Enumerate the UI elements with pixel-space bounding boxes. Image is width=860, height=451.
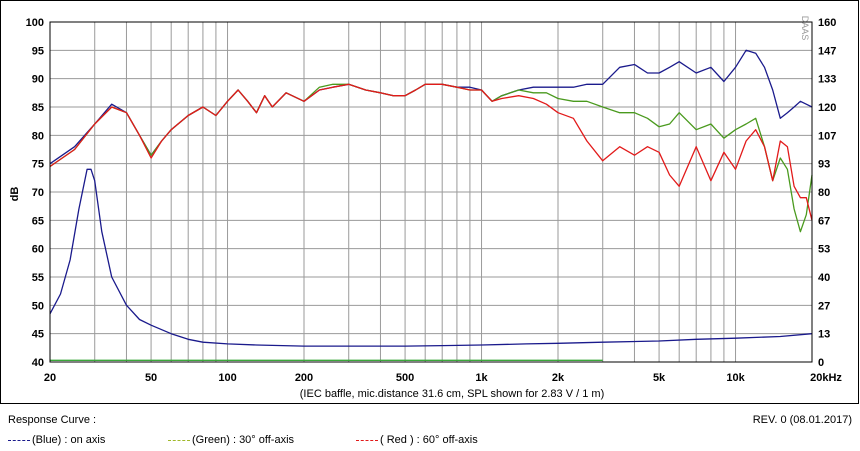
x-tick-label: 50 [145, 372, 157, 384]
legend-label-blue: (Blue) : on axis [32, 434, 106, 446]
frequency-response-chart: 40 45 50 55 60 65 70 75 80 85 90 95 100 0 13 27 40 53 67 8… [0, 0, 859, 404]
legend-item-red: ( Red ) : 60° off-axis [356, 434, 478, 446]
y2-tick-label: 40 [818, 272, 830, 284]
y-tick-label: 55 [32, 272, 44, 284]
y2-tick-label: 133 [818, 74, 836, 86]
y2-tick-label: 67 [818, 215, 830, 227]
x-tick-label: 500 [396, 372, 414, 384]
y2-tick-label: 27 [818, 300, 830, 312]
legend-item-blue: (Blue) : on axis [8, 434, 105, 446]
legend-item-green: (Green) : 30° off-axis [168, 434, 294, 446]
plot-border [49, 21, 813, 363]
x-tick-label: 1k [475, 372, 488, 384]
y-tick-label: 60 [32, 244, 44, 256]
y2-tick-label: 13 [818, 329, 830, 341]
curves [49, 49, 813, 361]
legend-swatch-red [356, 439, 378, 441]
y2-tick-label: 160 [818, 17, 836, 29]
y2-tick-label: 147 [818, 45, 836, 57]
x-tick-label: 10k [726, 372, 745, 384]
legend-label-green: (Green) : 30° off-axis [192, 434, 295, 446]
outer-frame [0, 0, 859, 404]
chart-caption: (IEC baffle, mic.distance 31.6 cm, SPL s… [300, 388, 604, 400]
watermark: DAAS [800, 16, 810, 41]
y-ticks-left: 40 45 50 55 60 65 70 75 80 85 90 95 100 [26, 17, 44, 369]
grid [50, 22, 812, 362]
y-tick-label: 85 [32, 102, 44, 114]
y2-tick-label: 53 [818, 244, 830, 256]
y-tick-label: 45 [32, 329, 44, 341]
y-tick-label: 70 [32, 187, 44, 199]
y2-tick-label: 120 [818, 102, 836, 114]
y-tick-label: 40 [32, 357, 44, 369]
revision-label: REV. 0 (08.01.2017) [752, 414, 852, 426]
x-ticks: 20 50 100 200 500 1k 2k 5k 10k 20kHz [44, 372, 843, 384]
y-tick-label: 65 [32, 215, 44, 227]
y-tick-label: 50 [32, 300, 44, 312]
y2-tick-label: 80 [818, 187, 830, 199]
response-curve-title: Response Curve : [8, 414, 97, 426]
legend-swatch-blue [8, 439, 30, 441]
x-tick-label: 200 [295, 372, 313, 384]
y2-tick-label: 107 [818, 130, 836, 142]
y2-tick-label: 0 [818, 357, 824, 369]
y-tick-label: 90 [32, 74, 44, 86]
series-line-2 [49, 83, 813, 221]
y-axis-label: dB [9, 187, 21, 202]
y-tick-label: 80 [32, 130, 44, 142]
x-tick-label: 100 [218, 372, 236, 384]
x-tick-label: 20 [44, 372, 56, 384]
series-line-1 [49, 83, 813, 233]
x-tick-label: 5k [653, 372, 666, 384]
x-tick-label: 20kHz [810, 372, 842, 384]
legend-swatch-green [168, 439, 190, 441]
y-tick-label: 100 [26, 17, 44, 29]
y2-tick-label: 93 [818, 159, 830, 171]
x-tick-label: 2k [552, 372, 565, 384]
y-tick-label: 95 [32, 45, 44, 57]
legend-label-red: ( Red ) : 60° off-axis [380, 434, 478, 446]
y-tick-label: 75 [32, 159, 44, 171]
series-line-3 [49, 168, 813, 347]
y-ticks-right: 0 13 27 40 53 67 80 93 107 120 133 147 160 [818, 17, 836, 369]
